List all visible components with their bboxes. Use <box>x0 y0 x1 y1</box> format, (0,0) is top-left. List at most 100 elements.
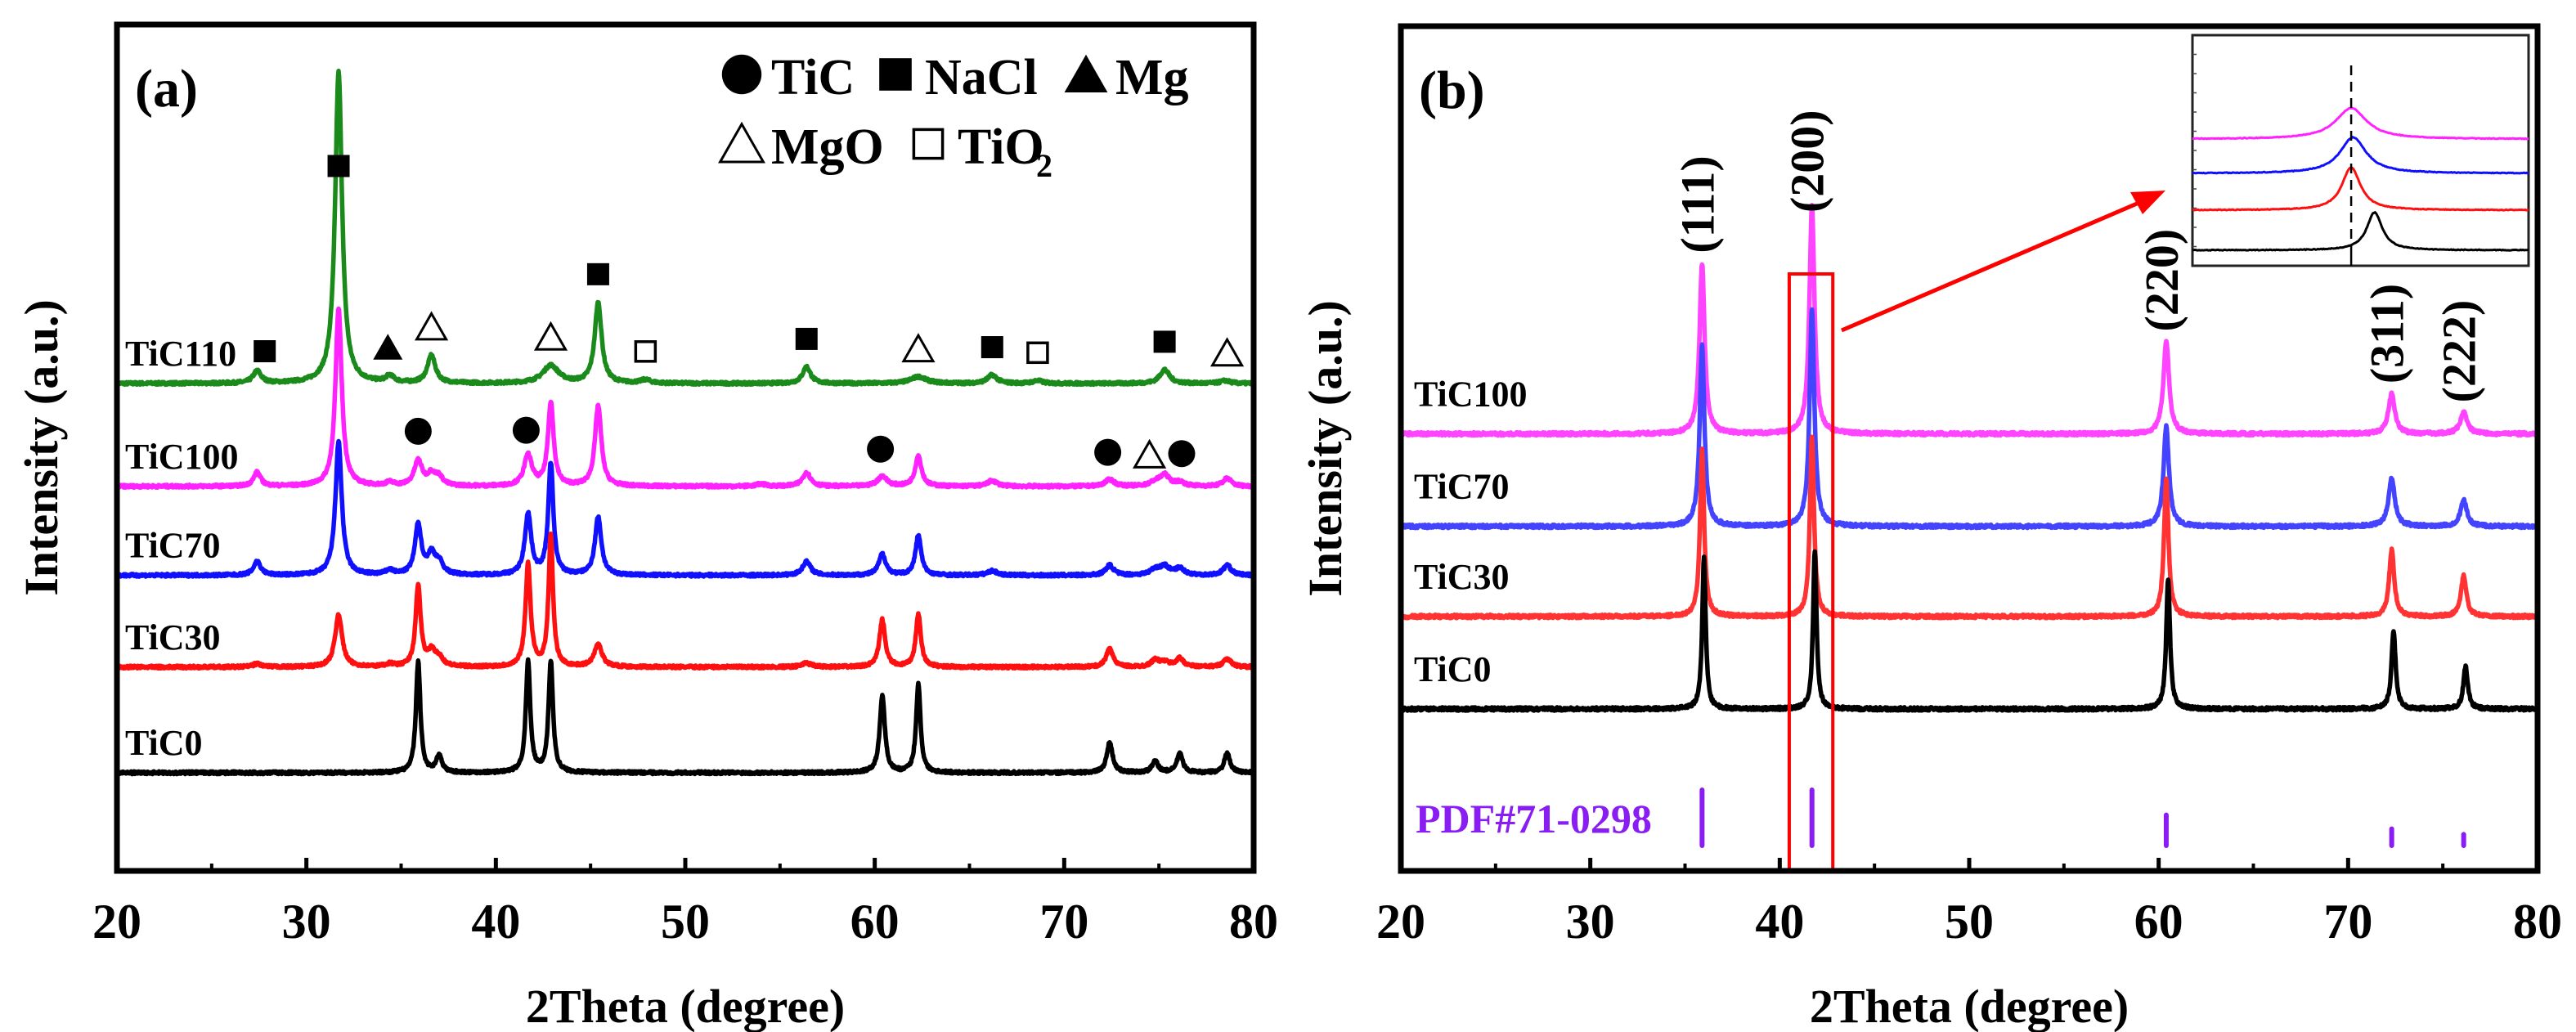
legend-subscript: 2 <box>1036 147 1052 184</box>
open-triangle-icon <box>1209 337 1245 367</box>
miller-index-200: (200) <box>1781 110 1834 213</box>
arrow-head-icon <box>2130 191 2165 214</box>
open-triangle-icon <box>414 311 449 341</box>
panel-a-x-tick-labels: 20 30 40 50 60 70 80 <box>92 895 1278 949</box>
tick-label-80: 80 <box>1229 895 1278 949</box>
series-label-tic30: TiC30 <box>1414 557 1510 597</box>
filled-square-icon <box>1153 330 1176 353</box>
trace-tic0 <box>1398 549 2540 713</box>
panel-b-series-labels: TiC100 TiC70 TiC30 TiC0 <box>1414 375 1528 689</box>
filled-square-icon <box>795 327 818 350</box>
trace-tic30 <box>1398 434 2540 621</box>
panel-a-label: (a) <box>135 59 198 119</box>
inset-arrow <box>1841 191 2165 333</box>
legend-label: Mg <box>1115 50 1189 105</box>
series-label-tic100: TiC100 <box>125 437 239 477</box>
filled-square-icon <box>327 155 350 177</box>
legend-item-tic: TiC <box>721 50 855 105</box>
series-label-tic70: TiC70 <box>1414 467 1510 507</box>
panel-b-label: (b) <box>1419 61 1485 120</box>
filled-circle-icon <box>512 416 540 444</box>
reference-pattern-label: PDF#71-0298 <box>1416 796 1652 841</box>
panel-a-phase-markers <box>254 155 1245 469</box>
panel-a-x-axis-title: 2Theta (degree) <box>526 980 845 1032</box>
miller-index-220: (220) <box>2135 229 2188 332</box>
trace-tic0 <box>114 657 1256 777</box>
tick-label-50: 50 <box>661 895 710 949</box>
tick-label-80: 80 <box>2513 895 2562 949</box>
inset-trace-tic70 <box>2192 135 2529 175</box>
panel-b-reference-pattern: PDF#71-0298 <box>1416 787 2466 848</box>
tick-label-20: 20 <box>1376 895 1425 949</box>
open-square-icon <box>912 128 945 160</box>
panel-b-miller-indices: (111) (200) (220) (311) (222) <box>1671 110 2485 402</box>
panel-b: TiC100 TiC70 TiC30 TiC0 (111) (200) (220) (311… <box>1299 23 2562 1032</box>
panel-b-y-axis-title: Intensity (a.u.) <box>1299 300 1352 597</box>
panel-b-x-tick-labels: 20 30 40 50 60 70 80 <box>1376 895 2562 949</box>
inset-200-peak-zoom <box>2191 34 2530 267</box>
series-label-tic100: TiC100 <box>1414 375 1528 415</box>
open-triangle-icon <box>1132 438 1167 469</box>
miller-index-111: (111) <box>1671 155 1724 253</box>
legend-item-nacl: NaCl <box>879 50 1038 105</box>
open-square-icon <box>634 340 657 363</box>
tick-label-40: 40 <box>471 895 520 949</box>
legend-label: NaCl <box>925 50 1038 105</box>
miller-index-222: (222) <box>2433 300 2486 403</box>
series-label-tic30: TiC30 <box>125 617 221 657</box>
trace-tic30 <box>114 531 1256 671</box>
filled-circle-icon <box>867 435 895 463</box>
filled-circle-icon <box>721 54 762 95</box>
series-label-tic70: TiC70 <box>125 526 221 566</box>
open-square-icon <box>1026 341 1049 365</box>
open-triangle-icon <box>533 321 568 351</box>
inset-trace-tic0 <box>2192 210 2529 252</box>
open-triangle-icon <box>718 121 765 164</box>
tick-label-60: 60 <box>850 895 900 949</box>
trace-tic100 <box>114 306 1256 491</box>
panel-a-series-labels: TiC110 TiC100 TiC70 TiC30 TiC0 <box>125 334 239 763</box>
legend-label: TiO <box>958 119 1044 175</box>
legend-item-mg: Mg <box>1064 50 1189 105</box>
inset-trace-tic30 <box>2192 166 2529 212</box>
panel-a-x-ticks <box>114 858 1256 871</box>
trace-tic100 <box>1398 203 2540 438</box>
tick-label-50: 50 <box>1945 895 1994 949</box>
tick-label-20: 20 <box>92 895 141 949</box>
panel-b-x-axis-title: 2Theta (degree) <box>1810 980 2129 1032</box>
filled-square-icon <box>586 262 609 285</box>
trace-tic70 <box>114 438 1256 579</box>
tick-label-30: 30 <box>1566 895 1615 949</box>
tick-label-30: 30 <box>282 895 331 949</box>
panel-b-traces <box>1398 203 2540 713</box>
series-label-tic110: TiC110 <box>125 334 236 374</box>
tick-label-70: 70 <box>2323 895 2372 949</box>
miller-index-311: (311) <box>2361 284 2414 384</box>
inset-trace-tic100 <box>2192 106 2529 141</box>
panel-b-x-ticks <box>1398 858 2540 871</box>
arrow-shaft <box>1841 199 2143 333</box>
filled-square-icon <box>981 336 1003 359</box>
tick-label-70: 70 <box>1039 895 1088 949</box>
filled-circle-icon <box>1094 438 1122 466</box>
panel-a-frame <box>114 21 1257 874</box>
tick-label-60: 60 <box>2134 895 2183 949</box>
panel-a-traces <box>114 69 1256 777</box>
legend-label: MgO <box>771 119 884 175</box>
filled-circle-icon <box>1168 440 1196 468</box>
trace-tic110 <box>114 69 1256 388</box>
legend-item-mgo: MgO <box>718 119 884 175</box>
filled-circle-icon <box>404 417 432 445</box>
series-label-tic0: TiC0 <box>125 723 203 763</box>
tick-label-40: 40 <box>1755 895 1804 949</box>
legend-label: TiC <box>771 50 855 105</box>
filled-triangle-icon <box>1064 54 1108 92</box>
panel-a-y-axis-title: Intensity (a.u.) <box>15 299 68 596</box>
inset-frame <box>2191 34 2530 267</box>
series-label-tic0: TiC0 <box>1414 649 1492 689</box>
trace-tic70 <box>1398 307 2540 531</box>
filled-square-icon <box>254 340 276 363</box>
